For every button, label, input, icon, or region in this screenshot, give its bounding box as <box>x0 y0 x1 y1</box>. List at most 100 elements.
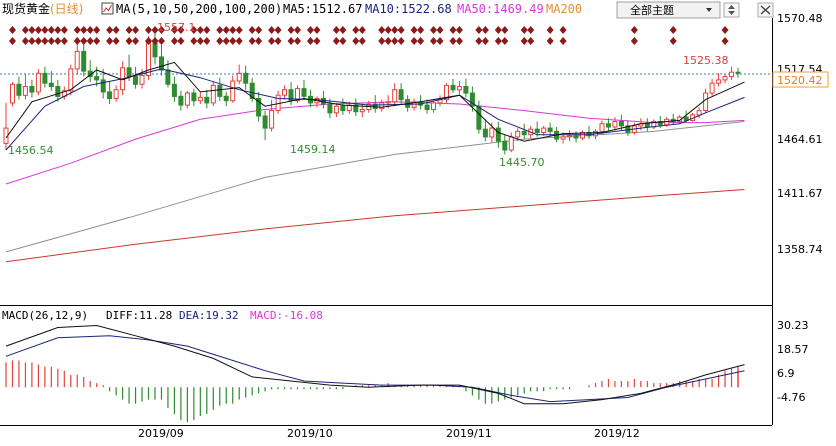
candle <box>42 66 48 88</box>
ma100-line <box>5 121 745 253</box>
candle <box>605 118 611 132</box>
theme-dropdown[interactable]: 全部主题 <box>616 1 721 19</box>
candle-body <box>256 98 262 117</box>
event-marker-icon <box>501 26 509 34</box>
event-marker-icon <box>28 26 36 34</box>
candle <box>463 78 469 98</box>
candle <box>171 76 177 102</box>
candle <box>210 82 216 107</box>
ma-params-label[interactable]: MA(5,10,50,200,100,200) <box>116 2 282 16</box>
time-label: 2019/09 <box>138 427 184 440</box>
candle-body <box>599 123 605 132</box>
candle <box>359 102 365 118</box>
event-marker-icon <box>177 26 185 34</box>
period-label[interactable]: (日线) <box>50 2 83 16</box>
candle <box>547 122 553 136</box>
candle <box>81 41 87 77</box>
high-annotation: 1525.38 <box>683 54 729 67</box>
candle-body <box>618 121 624 127</box>
event-marker-icon <box>287 37 295 45</box>
candle-body <box>482 128 488 138</box>
candle <box>197 91 203 104</box>
candle-body <box>249 82 255 99</box>
candle <box>716 73 722 87</box>
event-marker-icon <box>481 26 489 34</box>
event-marker-icon <box>60 26 68 34</box>
candle <box>690 112 696 122</box>
macd-tick: 18.57 <box>777 343 809 356</box>
candle <box>87 60 93 83</box>
indicator-icon[interactable] <box>101 2 114 15</box>
candle <box>424 99 430 114</box>
candle-body <box>502 140 508 151</box>
candle-body <box>450 84 456 91</box>
event-marker-icon <box>397 26 405 34</box>
candle <box>178 90 184 111</box>
candle <box>476 100 482 134</box>
event-marker-icon <box>475 26 483 34</box>
macd-dea-line <box>5 335 745 403</box>
candle-body <box>107 91 113 100</box>
event-marker-icon <box>397 37 405 45</box>
event-marker-icon <box>436 37 444 45</box>
event-marker-icon <box>721 26 729 34</box>
ma10-line <box>5 68 745 151</box>
candle <box>644 118 650 132</box>
candle-body <box>100 79 106 93</box>
event-marker-icon <box>54 37 62 45</box>
candle-body <box>230 80 236 102</box>
theme-dropdown-label: 全部主题 <box>630 3 674 17</box>
event-marker-icon <box>21 26 29 34</box>
candle-body <box>327 103 333 114</box>
ma200-value: MA200 <box>546 2 582 16</box>
event-marker-icon <box>294 26 302 34</box>
event-marker-icon <box>287 26 295 34</box>
event-marker-icon <box>203 37 211 45</box>
candle <box>61 86 67 100</box>
event-marker-icon <box>145 26 153 34</box>
event-marker-icon <box>546 26 554 34</box>
event-marker-icon <box>112 26 120 34</box>
candle-body <box>171 83 177 97</box>
candle <box>502 134 508 155</box>
candle-body <box>541 127 547 134</box>
event-marker-icon <box>268 26 276 34</box>
ma10-value: MA10:1522.68 <box>365 2 452 16</box>
event-marker-icon <box>352 26 360 34</box>
ma200-line <box>5 189 745 263</box>
candle <box>236 64 242 85</box>
event-marker-icon <box>630 26 638 34</box>
time-label: 2019/11 <box>446 427 492 440</box>
candle <box>508 132 514 153</box>
event-marker-icon <box>378 37 386 45</box>
candle-body <box>81 50 87 72</box>
candle <box>10 82 15 107</box>
macd-params-label: MACD(26,12,9) <box>2 309 88 322</box>
candle-body <box>178 95 184 106</box>
event-marker-icon <box>475 37 483 45</box>
candle <box>107 80 113 104</box>
event-marker-icon <box>410 26 418 34</box>
event-marker-icon <box>106 26 114 34</box>
candle-body <box>521 130 527 136</box>
scroll-arrows-icon[interactable] <box>723 2 740 18</box>
price-annotations: 1557.1 1456.54 1459.14 1445.70 1525.38 <box>8 21 729 169</box>
candle-body <box>605 123 611 128</box>
event-marker-icon <box>170 37 178 45</box>
candle-body <box>340 105 346 112</box>
candle-body <box>392 89 398 103</box>
candle-body <box>55 86 61 97</box>
event-marker-icon <box>455 37 463 45</box>
event-marker-icon <box>196 37 204 45</box>
candle-body <box>133 76 138 85</box>
candle-body <box>42 72 48 84</box>
candle-body <box>74 50 80 70</box>
candle-body <box>580 132 585 139</box>
close-icon[interactable] <box>757 2 774 18</box>
low-annotation: 1445.70 <box>499 156 545 169</box>
candle-body <box>534 128 540 133</box>
candle-body <box>456 86 462 91</box>
candle-body <box>353 104 359 113</box>
event-marker-icon <box>669 26 677 34</box>
